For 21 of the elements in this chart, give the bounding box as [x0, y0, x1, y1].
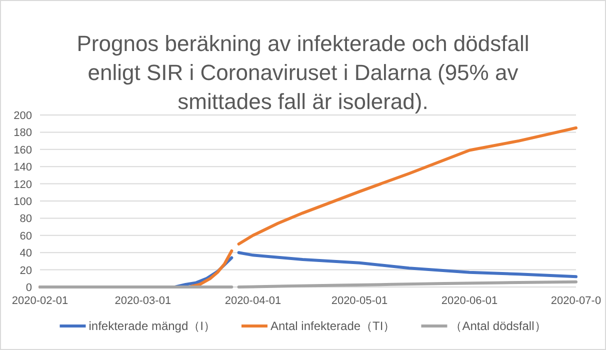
x-tick-label: 2020-04-01: [224, 295, 282, 307]
y-tick-label: 80: [20, 213, 32, 226]
x-tick-label: 2020-07-0: [550, 295, 602, 307]
y-tick-label: 20: [20, 264, 32, 277]
y-tick-label: 200: [14, 110, 32, 122]
legend-label: infekterade mängd（I）: [88, 319, 216, 333]
y-tick-label: 160: [14, 144, 32, 156]
y-tick-label: 0: [26, 282, 32, 294]
y-tick-label: 120: [14, 178, 32, 191]
chart-title: Prognos beräkning av infekterade och dödsfall enligt SIR i Coronaviruset i Dalarna (95% av smittades fall är isolerad).: [76, 31, 530, 114]
x-tick-label: 2020-02-01: [12, 295, 68, 307]
y-tick-label: 100: [14, 196, 32, 208]
x-tick-label: 2020-05-01: [331, 295, 388, 307]
x-tick-label: 2020-06-01: [441, 295, 498, 307]
legend-label: （Antal dödsfall）: [450, 319, 546, 333]
y-tick-label: 140: [14, 162, 32, 174]
y-tick-label: 180: [14, 127, 32, 140]
y-tick-label: 60: [20, 230, 32, 242]
legend-label: Antal infekterade（TI）: [270, 319, 396, 333]
y-tick-label: 40: [20, 248, 32, 260]
x-tick-label: 2020-03-01: [114, 295, 172, 307]
